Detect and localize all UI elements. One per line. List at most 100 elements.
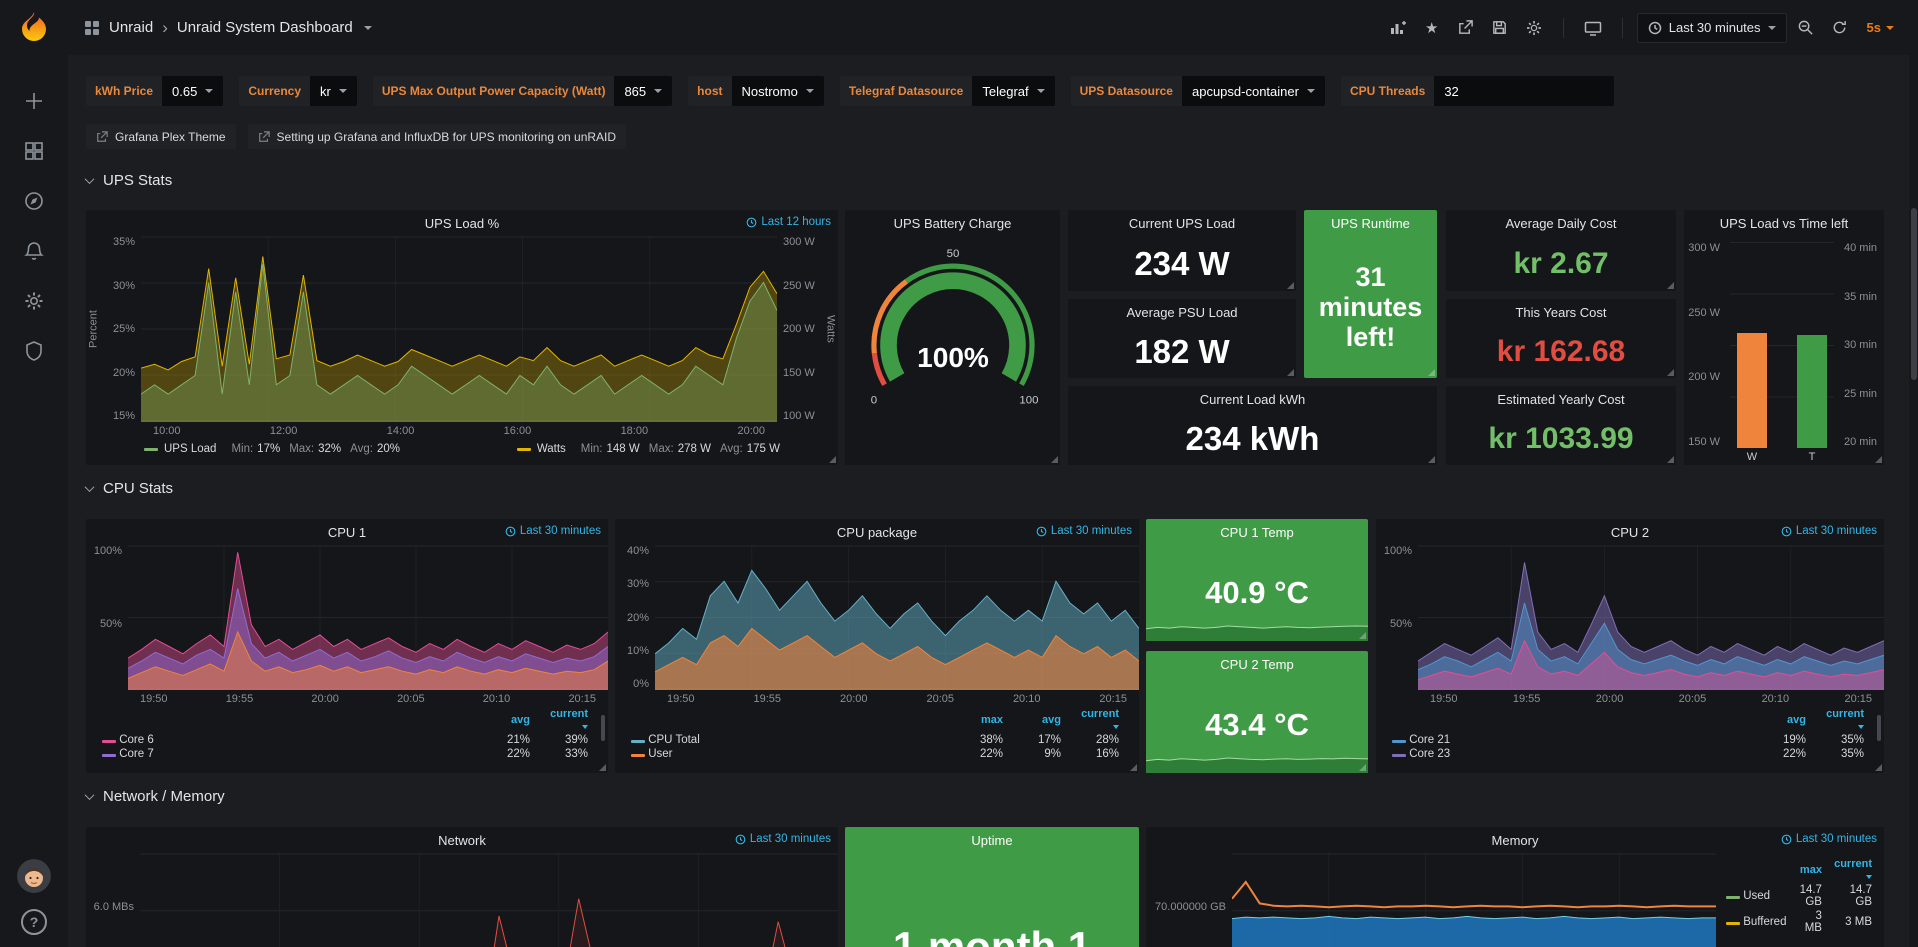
legend-scrollbar[interactable] — [1877, 715, 1881, 741]
legend-sort-header[interactable]: max — [980, 714, 1003, 726]
panel-title[interactable]: UPS Runtime — [1331, 215, 1410, 231]
row-network-memory[interactable]: Network / Memory — [84, 788, 225, 805]
panel-title[interactable]: Estimated Yearly Cost — [1497, 391, 1625, 407]
sidebar-configuration-button[interactable] — [12, 279, 56, 323]
share-button[interactable] — [1451, 13, 1481, 43]
panel-title[interactable]: CPU package Last 30 minutes — [836, 524, 1132, 540]
chart-canvas[interactable] — [141, 236, 777, 422]
dashboard-settings-button[interactable] — [1519, 13, 1549, 43]
legend-series-watts[interactable]: Watts Min: 148 W Max: 278 W Avg: 175 W — [516, 443, 780, 455]
dashboard-link[interactable]: Setting up Grafana and InfluxDB for UPS … — [247, 124, 627, 149]
panel-title[interactable]: UPS Load % Last 12 hours — [424, 215, 831, 231]
legend-series[interactable]: CPU Total 38% 17% 28% — [621, 733, 1125, 747]
legend-series[interactable]: Used 14.7 GB 14.7 GB — [1716, 883, 1878, 909]
legend-series[interactable]: Core 21 19% 35% — [1382, 733, 1870, 747]
variable-value[interactable]: 0.65 — [162, 76, 224, 106]
scrollbar-thumb[interactable] — [1911, 208, 1917, 380]
user-avatar[interactable] — [17, 859, 51, 893]
legend-sort-header[interactable]: current — [1812, 707, 1870, 733]
panel-title[interactable]: This Years Cost — [1515, 304, 1607, 320]
panel-title[interactable]: CPU 2 Temp — [1220, 656, 1294, 672]
breadcrumb-app[interactable]: Unraid — [109, 19, 154, 36]
row-ups-stats[interactable]: UPS Stats — [84, 172, 172, 189]
memory-chart[interactable] — [1232, 853, 1716, 947]
panel-title[interactable]: Memory Last 30 minutes — [1491, 832, 1877, 848]
legend-series[interactable]: User 22% 9% 16% — [621, 747, 1125, 761]
variable-value[interactable]: 865 — [614, 76, 673, 106]
sidebar-admin-button[interactable] — [12, 329, 56, 373]
panel-time-range[interactable]: Last 30 minutes — [735, 833, 831, 845]
sidebar-dashboards-button[interactable] — [12, 129, 56, 173]
variable-currency[interactable]: Currency kr — [239, 76, 357, 106]
legend-series[interactable]: Core 7 22% 33% — [92, 747, 594, 761]
panel-time-range[interactable]: Last 30 minutes — [1781, 833, 1877, 845]
bar-chart[interactable] — [1730, 242, 1834, 448]
cpu-package-chart[interactable] — [655, 545, 1139, 690]
ups-load-chart[interactable] — [141, 236, 777, 422]
panel-title[interactable]: Network Last 30 minutes — [438, 832, 831, 848]
panel-title[interactable]: CPU 1 Temp — [1220, 524, 1294, 540]
variable-host[interactable]: host Nostromo — [688, 76, 824, 106]
zoom-out-button[interactable] — [1791, 13, 1821, 43]
panel-title[interactable]: Average Daily Cost — [1505, 215, 1617, 231]
refresh-button[interactable] — [1825, 13, 1855, 43]
variable-value[interactable]: Nostromo — [731, 76, 824, 106]
add-panel-button[interactable] — [1383, 13, 1413, 43]
cpu1-chart[interactable] — [128, 545, 608, 690]
chart-canvas[interactable] — [140, 853, 838, 947]
legend-series[interactable]: Buffered 3 MB 3 MB — [1716, 909, 1878, 935]
panel-title[interactable]: Current Load kWh — [1199, 391, 1306, 407]
panel-time-range[interactable]: Last 30 minutes — [1781, 525, 1877, 537]
refresh-interval-picker[interactable]: 5s — [1859, 13, 1902, 43]
chart-canvas[interactable] — [655, 545, 1139, 690]
bar-T[interactable] — [1797, 334, 1827, 448]
panel-time-range[interactable]: Last 30 minutes — [1036, 525, 1132, 537]
favorite-button[interactable]: ★ — [1417, 13, 1447, 43]
panel-title[interactable]: Current UPS Load — [1128, 215, 1236, 231]
legend-series[interactable]: Core 23 22% 35% — [1382, 747, 1870, 761]
variable-telegraf-datasource[interactable]: Telegraf Datasource Telegraf — [839, 76, 1055, 106]
variable-value[interactable]: Telegraf — [972, 76, 1055, 106]
tv-mode-button[interactable] — [1578, 13, 1608, 43]
panel-title[interactable]: Uptime — [971, 832, 1013, 848]
dashboard-link[interactable]: Grafana Plex Theme — [86, 124, 236, 149]
save-button[interactable] — [1485, 13, 1515, 43]
panel-title[interactable]: UPS Battery Charge — [893, 215, 1012, 231]
sidebar-alerting-button[interactable] — [12, 229, 56, 273]
legend-scrollbar[interactable] — [601, 715, 605, 741]
panel-time-range[interactable]: Last 30 minutes — [505, 525, 601, 537]
help-button[interactable]: ? — [21, 909, 47, 935]
legend-sort-header[interactable]: current — [1828, 857, 1878, 883]
variable-value[interactable]: kr — [310, 76, 357, 106]
variable-value[interactable]: apcupsd-container — [1181, 76, 1325, 106]
panel-title[interactable]: CPU 2 Last 30 minutes — [1610, 524, 1877, 540]
variable-ups-datasource[interactable]: UPS Datasource apcupsd-container — [1070, 76, 1325, 106]
sidebar-explore-button[interactable] — [12, 179, 56, 223]
panel-time-range[interactable]: Last 12 hours — [746, 216, 831, 228]
panel-title[interactable]: UPS Load vs Time left — [1719, 215, 1849, 231]
legend-sort-header[interactable]: avg — [511, 714, 530, 726]
variable-kwh-price[interactable]: kWh Price 0.65 — [86, 76, 224, 106]
chart-canvas[interactable] — [128, 545, 608, 690]
grafana-logo[interactable] — [16, 10, 52, 46]
variable-ups-max-output-power-capacity-watt-[interactable]: UPS Max Output Power Capacity (Watt) 865 — [372, 76, 673, 106]
variable-input[interactable] — [1434, 76, 1615, 106]
chart-canvas[interactable] — [1418, 545, 1884, 690]
legend-sort-header[interactable]: current — [1067, 707, 1125, 733]
page-scrollbar[interactable] — [1909, 55, 1918, 947]
chart-canvas[interactable] — [1232, 853, 1716, 947]
legend-sort-header[interactable]: avg — [1787, 714, 1806, 726]
sidebar-create-button[interactable] — [12, 79, 56, 123]
legend-sort-header[interactable]: max — [1799, 864, 1822, 876]
legend-sort-header[interactable]: current — [536, 707, 594, 733]
legend-series[interactable]: Core 6 21% 39% — [92, 733, 594, 747]
row-cpu-stats[interactable]: CPU Stats — [84, 480, 173, 497]
bar-W[interactable] — [1737, 332, 1767, 448]
variable-cpu-threads[interactable]: CPU Threads — [1340, 76, 1615, 106]
network-chart[interactable] — [140, 853, 838, 947]
time-range-picker[interactable]: Last 30 minutes — [1636, 12, 1787, 43]
cpu2-chart[interactable] — [1418, 545, 1884, 690]
dashboard-title[interactable]: Unraid System Dashboard — [176, 19, 353, 36]
legend-series-ups-load[interactable]: UPS Load Min: 17% Max: 32% Avg: 20% — [144, 443, 400, 455]
legend-sort-header[interactable]: avg — [1042, 714, 1061, 726]
